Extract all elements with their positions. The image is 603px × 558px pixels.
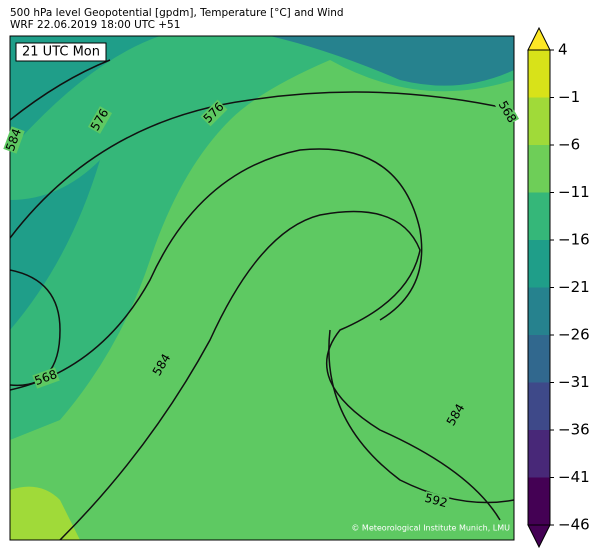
contour-label: 592 bbox=[423, 491, 449, 510]
contour-label-bg bbox=[87, 106, 113, 134]
colorbar-band bbox=[528, 477, 550, 525]
contour-label-bg bbox=[32, 367, 60, 389]
colorbar-tick-label: −41 bbox=[558, 468, 590, 486]
contour bbox=[10, 91, 514, 239]
contour-label-bg bbox=[443, 401, 469, 429]
time-box bbox=[15, 42, 107, 62]
contour-label-bg bbox=[149, 351, 175, 379]
colorbar-tick-label: 4 bbox=[558, 41, 568, 59]
colorbar: 4 −1 −6 −11 −16 −21 −26 −31 −36 −41 −46 bbox=[527, 26, 590, 549]
field-coldest bbox=[270, 36, 514, 86]
contour bbox=[10, 59, 111, 121]
colorbar-band bbox=[528, 50, 550, 98]
contour bbox=[328, 329, 514, 504]
title: 500 hPa level Geopotential [gpdm], Tempe… bbox=[10, 7, 344, 19]
colorbar-band bbox=[528, 335, 550, 383]
colorbar-tick-label: −31 bbox=[558, 373, 590, 391]
colorbar-extend-bottom bbox=[527, 524, 551, 549]
contour bbox=[10, 148, 423, 391]
contour-label-bg bbox=[3, 126, 25, 154]
colorbar-tick-label: −26 bbox=[558, 326, 590, 344]
colorbar-band bbox=[528, 192, 550, 240]
colorbar-tick-label: −21 bbox=[558, 278, 590, 296]
contour-label-bg bbox=[200, 99, 228, 127]
colorbar-tick-label: −6 bbox=[558, 136, 580, 154]
credit: © Meteorological Institute Munich, LMU bbox=[351, 524, 510, 533]
colorbar-tick-label: −16 bbox=[558, 231, 590, 249]
time-label: 21 UTC Mon bbox=[22, 45, 100, 60]
field-warm bbox=[10, 486, 80, 540]
colorbar-tick-label: −11 bbox=[558, 183, 590, 201]
colorbar-band bbox=[528, 287, 550, 335]
contour-label-bg bbox=[422, 491, 450, 511]
colorbar-tick-label: −1 bbox=[558, 88, 580, 106]
contour-label-bg bbox=[494, 98, 520, 126]
field-colder bbox=[10, 36, 514, 330]
colorbar-band bbox=[528, 97, 550, 145]
colorbar-tick-label: −46 bbox=[558, 516, 590, 534]
field-cold bbox=[10, 36, 514, 440]
colorbar-band bbox=[528, 240, 550, 288]
subtitle: WRF 22.06.2019 18:00 UTC +51 bbox=[10, 19, 180, 31]
colorbar-band bbox=[528, 382, 550, 430]
colorbar-band bbox=[528, 430, 550, 478]
colorbar-extend-top bbox=[527, 26, 551, 51]
contour bbox=[59, 210, 501, 540]
colorbar-band bbox=[528, 145, 550, 193]
colorbar-tick-label: −36 bbox=[558, 421, 590, 439]
map-frame bbox=[9, 35, 515, 541]
map: 21 UTC Mon © Meteorological Institute Mu… bbox=[9, 35, 515, 541]
